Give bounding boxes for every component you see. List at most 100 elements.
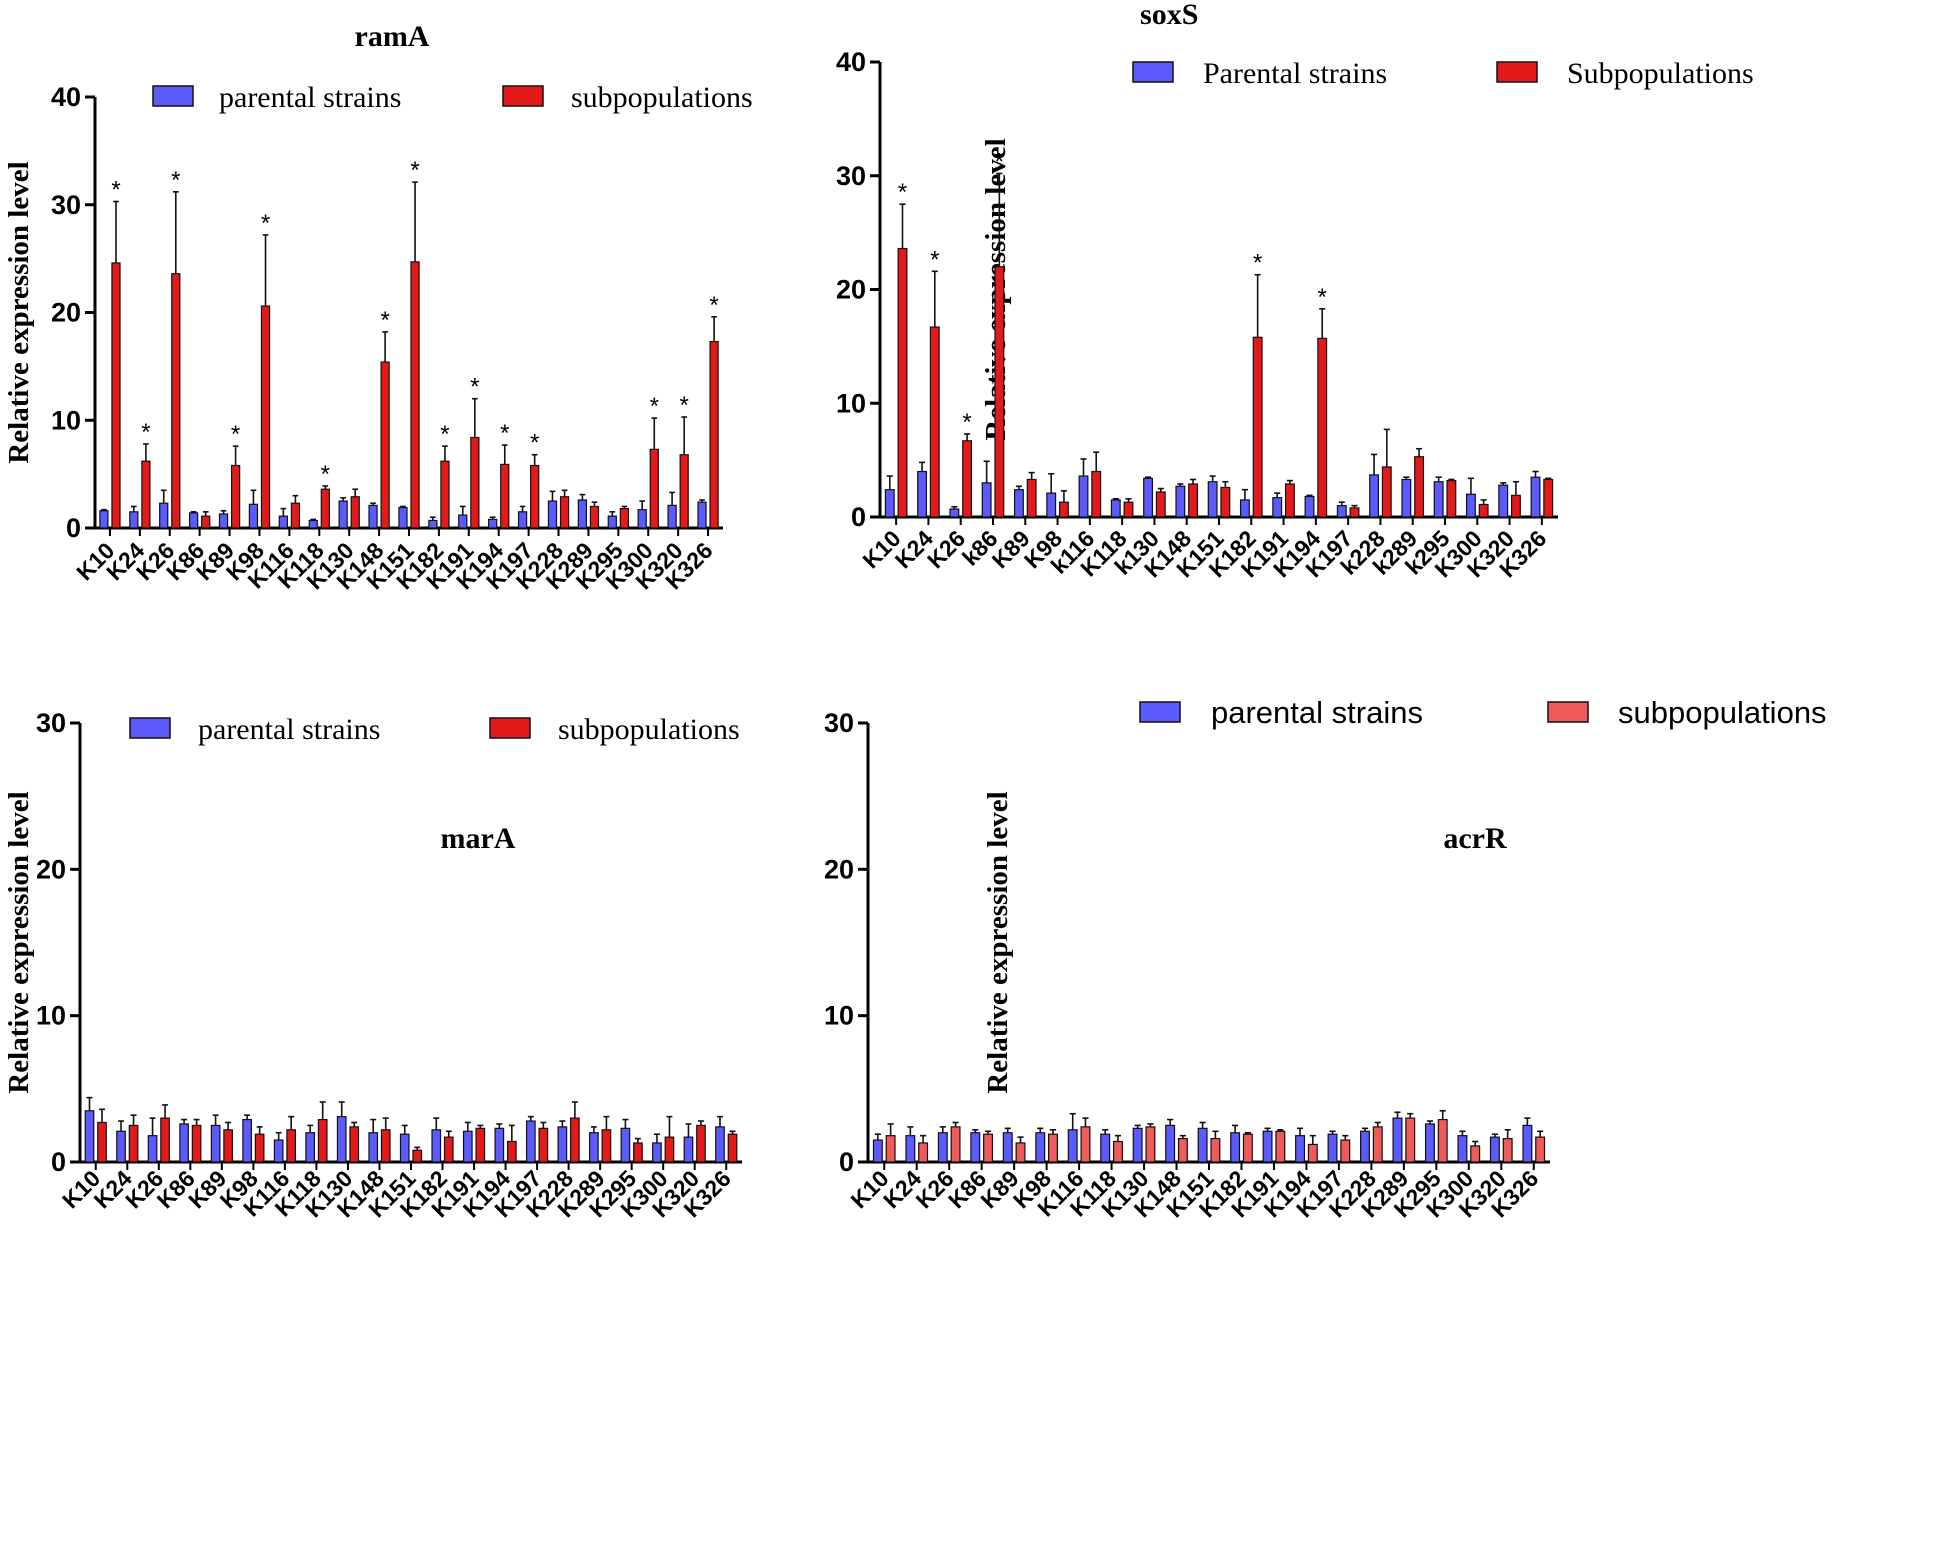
significance-marker: * bbox=[530, 430, 539, 457]
bar-parental bbox=[1078, 475, 1089, 518]
y-tick-label: 20 bbox=[824, 854, 854, 884]
bar-parental bbox=[667, 504, 677, 529]
bar-parental bbox=[1522, 1124, 1533, 1163]
legend-swatch-parental bbox=[1139, 701, 1181, 723]
bar-parental bbox=[488, 518, 498, 529]
significance-marker: * bbox=[680, 392, 689, 419]
bar-subpopulation bbox=[1381, 466, 1392, 518]
legend-label-subpopulation: subpopulations bbox=[571, 81, 753, 114]
legend-swatch-subpopulation bbox=[1496, 61, 1538, 83]
y-tick-label: 10 bbox=[836, 388, 866, 418]
bar-parental bbox=[1262, 1130, 1273, 1163]
bar-subpopulation bbox=[664, 1136, 675, 1163]
bar-parental bbox=[84, 1110, 95, 1163]
significance-marker: * bbox=[111, 177, 120, 204]
bar-subpopulation bbox=[1048, 1133, 1058, 1163]
significance-marker: * bbox=[470, 374, 479, 401]
bar-parental bbox=[399, 1133, 410, 1163]
bar-subpopulation bbox=[500, 463, 510, 529]
bar-subpopulation bbox=[1437, 1118, 1448, 1163]
bar-parental bbox=[1457, 1135, 1468, 1163]
legend-swatch-subpopulation bbox=[502, 85, 544, 107]
bar-parental bbox=[336, 1116, 347, 1163]
bar-parental bbox=[607, 515, 617, 529]
bar-subpopulation bbox=[885, 1135, 896, 1163]
bar-subpopulation bbox=[589, 505, 600, 529]
significance-marker: * bbox=[709, 292, 718, 319]
bar-subpopulation bbox=[191, 1124, 202, 1163]
bar-subpopulation bbox=[1543, 478, 1554, 518]
legend-swatch-parental bbox=[152, 85, 194, 107]
significance-marker: * bbox=[1253, 250, 1262, 277]
bar-subpopulation bbox=[1307, 1143, 1318, 1163]
chart-title: acrR bbox=[1443, 822, 1507, 855]
bar-parental bbox=[273, 1139, 284, 1163]
bar-parental bbox=[1304, 495, 1315, 518]
bar-subpopulation bbox=[320, 488, 330, 529]
bar-parental bbox=[1175, 485, 1186, 518]
bar-subpopulation bbox=[201, 515, 211, 529]
bar-subpopulation bbox=[1155, 491, 1166, 518]
y-axis-label: Relative expression level bbox=[982, 791, 1014, 1093]
bar-subpopulation bbox=[97, 1121, 107, 1163]
bar-subpopulation bbox=[223, 1129, 233, 1163]
bar-subpopulation bbox=[1372, 1126, 1383, 1163]
bar-subpopulation bbox=[1502, 1137, 1513, 1163]
bar-parental bbox=[159, 502, 169, 529]
significance-marker: * bbox=[962, 409, 971, 436]
bar-subpopulation bbox=[727, 1133, 738, 1163]
bar-subpopulation bbox=[619, 508, 630, 529]
bar-subpopulation bbox=[1091, 470, 1102, 518]
bar-subpopulation bbox=[1340, 1139, 1351, 1163]
bar-parental bbox=[1143, 477, 1154, 518]
bar-parental bbox=[398, 506, 408, 529]
significance-marker: * bbox=[410, 157, 419, 184]
bar-parental bbox=[188, 512, 199, 529]
bar-subpopulation bbox=[1188, 483, 1199, 518]
bar-parental bbox=[218, 513, 229, 529]
significance-marker: * bbox=[380, 307, 389, 334]
bar-parental bbox=[589, 1132, 599, 1163]
bar-subpopulation bbox=[286, 1129, 297, 1163]
bar-subpopulation bbox=[350, 496, 360, 529]
y-tick-label: 10 bbox=[36, 1001, 66, 1031]
legend: parental strains subpopulations bbox=[1139, 695, 1827, 730]
bar-subpopulation bbox=[962, 440, 973, 518]
bar-parental bbox=[462, 1130, 473, 1163]
bar-subpopulation bbox=[1177, 1137, 1188, 1163]
bar-subpopulation bbox=[709, 340, 719, 529]
bar-subpopulation bbox=[950, 1126, 961, 1163]
bar-subpopulation bbox=[1026, 478, 1037, 518]
bar-subpopulation bbox=[443, 1136, 454, 1163]
bar-subpopulation bbox=[530, 464, 540, 529]
y-tick-label: 0 bbox=[66, 513, 81, 543]
significance-marker: * bbox=[440, 421, 449, 448]
bar-parental bbox=[937, 1132, 948, 1163]
bar-parental bbox=[1295, 1135, 1306, 1163]
bar-subpopulation bbox=[1470, 1145, 1481, 1163]
bar-subpopulation bbox=[1242, 1133, 1253, 1163]
bar-parental bbox=[620, 1127, 631, 1163]
y-tick-label: 20 bbox=[836, 275, 866, 305]
y-tick-label: 30 bbox=[824, 708, 854, 738]
y-tick-label: 30 bbox=[51, 190, 81, 220]
bar-parental bbox=[1046, 492, 1057, 518]
bar-subpopulation bbox=[1123, 501, 1134, 518]
bar-parental bbox=[1272, 497, 1283, 518]
legend-swatch-parental bbox=[129, 717, 171, 739]
bar-subpopulation bbox=[410, 261, 420, 529]
bar-parental bbox=[458, 514, 468, 529]
bar-parental bbox=[1067, 1129, 1078, 1163]
bar-subpopulation bbox=[260, 305, 271, 529]
bar-subpopulation bbox=[475, 1127, 486, 1163]
bar-parental bbox=[305, 1132, 316, 1163]
bar-subpopulation bbox=[897, 247, 908, 518]
bar-subpopulation bbox=[570, 1117, 580, 1163]
bar-parental bbox=[1401, 478, 1412, 518]
bar-parental bbox=[1369, 474, 1380, 518]
bar-subpopulation bbox=[1058, 501, 1069, 518]
legend-label-parental: Parental strains bbox=[1203, 57, 1387, 90]
significance-marker: * bbox=[500, 420, 509, 447]
bar-parental bbox=[1013, 489, 1024, 518]
